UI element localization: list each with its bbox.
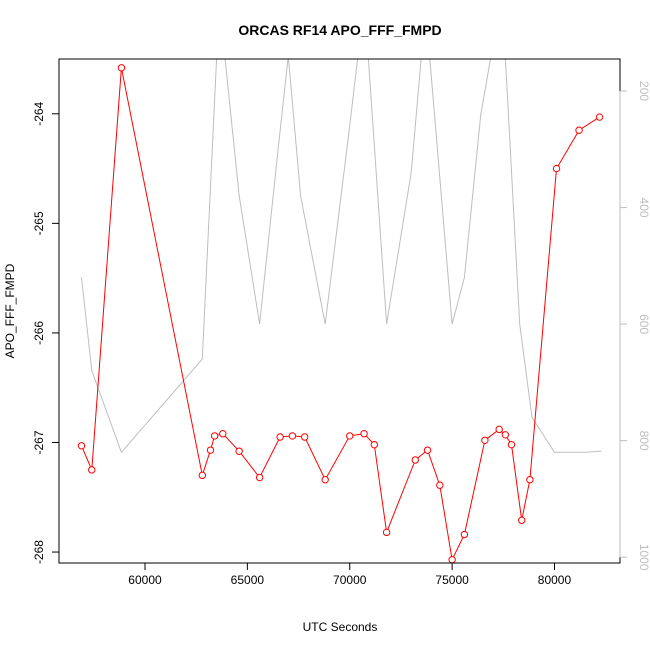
data-point — [206, 446, 215, 454]
secondary-series-line — [81, 59, 602, 454]
y-tick-label: -266 — [32, 321, 46, 345]
data-point — [321, 476, 329, 484]
data-point — [77, 442, 86, 450]
data-point — [411, 456, 419, 464]
data-point — [210, 432, 219, 440]
point-layer — [77, 64, 604, 564]
x-tick-label: 65000 — [231, 573, 265, 587]
chart-title: ORCAS RF14 APO_FFF_FMPD — [238, 22, 441, 38]
y-axis-label: APO_FFF_FMPD — [3, 263, 17, 358]
data-point — [575, 126, 583, 134]
data-point — [276, 433, 284, 441]
x-tick-label: 70000 — [333, 573, 367, 587]
data-point — [360, 430, 368, 438]
data-point — [423, 446, 432, 454]
secondary-y-axis: 200 400 600 800 1000 — [619, 81, 650, 571]
data-point — [198, 471, 207, 480]
data-point — [595, 113, 604, 121]
primary-series-layer — [81, 67, 600, 562]
data-point — [526, 476, 534, 484]
x-tick-label: 80000 — [538, 573, 572, 587]
y-axis: -264 -265 -266 -267 -268 — [32, 101, 60, 564]
data-point — [518, 516, 526, 524]
data-point — [495, 425, 503, 434]
y2-tick-label: 800 — [637, 431, 650, 451]
y2-tick-label: 600 — [637, 314, 650, 334]
plot-frame — [58, 58, 621, 564]
x-axis: 60000 65000 70000 75000 80000 — [128, 562, 572, 587]
data-point — [552, 164, 561, 173]
data-point — [300, 433, 309, 441]
data-point — [460, 530, 469, 539]
y2-tick-label: 400 — [637, 198, 650, 218]
data-point — [370, 440, 379, 449]
data-point — [219, 430, 227, 438]
data-point — [481, 436, 489, 444]
x-tick-label: 75000 — [435, 573, 469, 587]
y-tick-label: -268 — [32, 540, 46, 564]
primary-series-line — [81, 67, 600, 562]
data-point — [288, 432, 297, 440]
y2-tick-label: 1000 — [637, 544, 650, 571]
data-point — [382, 528, 391, 537]
y-tick-label: -264 — [32, 101, 46, 125]
y-tick-label: -265 — [32, 211, 46, 235]
data-point — [88, 466, 96, 474]
data-point — [501, 431, 510, 439]
data-point — [346, 432, 354, 440]
y2-tick-label: 200 — [637, 81, 650, 101]
data-point — [235, 447, 243, 455]
y-tick-label: -267 — [32, 430, 46, 454]
secondary-series-layer — [81, 59, 602, 454]
data-point — [436, 481, 444, 489]
data-point — [255, 473, 264, 482]
x-axis-label: UTC Seconds — [303, 620, 378, 634]
data-point — [448, 556, 456, 564]
data-point — [117, 64, 126, 72]
data-point — [507, 440, 516, 449]
x-tick-label: 60000 — [128, 573, 162, 587]
